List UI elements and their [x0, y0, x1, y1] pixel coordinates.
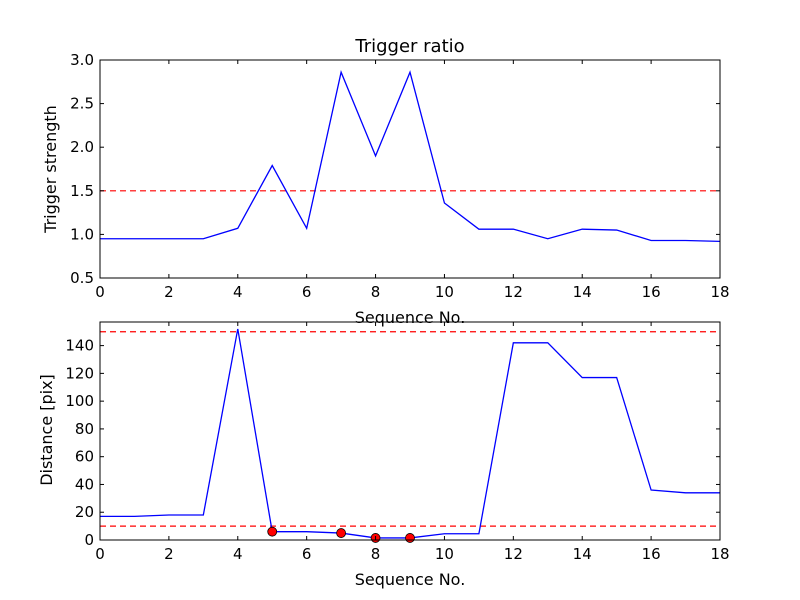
trigger-marker	[267, 526, 278, 537]
x-tick-label: 14	[573, 545, 592, 563]
x-tick-label: 6	[302, 545, 312, 563]
y-tick-label: 1.5	[70, 182, 94, 200]
trigger-ratio-plot-area: 0 2 4 6 8 10 12 14 16 18 0.5 1.0 1.5 2.0 2.5 3.0	[70, 51, 729, 301]
x-axis-label: Sequence No.	[355, 570, 466, 589]
y-tick-label: 20	[75, 503, 94, 521]
x-tick-label: 4	[233, 283, 243, 301]
y-tick-label: 100	[65, 392, 94, 410]
x-tick-label: 8	[371, 283, 381, 301]
x-tick-label: 18	[710, 283, 729, 301]
x-tick-label: 6	[302, 283, 312, 301]
trigger-ratio-chart: Trigger ratio 0 2 4 6 8 10 12 14 16 18 0.5 1.0 1.5 2.…	[41, 36, 730, 327]
y-tick-label: 2.0	[70, 138, 94, 156]
y-tick-label: 40	[75, 475, 94, 493]
x-tick-label: 14	[573, 283, 592, 301]
x-tick-label: 12	[504, 283, 523, 301]
y-tick-label: 60	[75, 448, 94, 466]
x-tick-label: 2	[164, 545, 174, 563]
axes-frame	[99, 321, 721, 541]
x-tick-label: 10	[435, 545, 454, 563]
y-tick-label: 0	[84, 531, 94, 549]
trigger-marker	[336, 528, 347, 538]
y-tick-label: 120	[65, 364, 94, 382]
y-tick-label: 140	[65, 337, 94, 355]
y-tick-label: 80	[75, 420, 94, 438]
x-tick-label: 16	[642, 283, 661, 301]
chart-title: Trigger ratio	[354, 36, 464, 57]
series-line	[100, 70, 720, 243]
x-tick-label: 10	[435, 283, 454, 301]
x-tick-label: 0	[95, 283, 105, 301]
axes-frame	[99, 59, 721, 279]
y-tick-label: 2.5	[70, 95, 94, 113]
y-axis-label: Distance [pix]	[37, 374, 56, 486]
trigger-marker	[405, 533, 415, 543]
x-tick-label: 4	[233, 545, 243, 563]
y-axis-label: Trigger strength	[41, 105, 60, 234]
x-tick-label: 0	[95, 545, 105, 563]
x-tick-label: 2	[164, 283, 174, 301]
x-tick-label: 12	[504, 545, 523, 563]
data-layer	[100, 70, 720, 243]
x-axis-label: Sequence No.	[355, 308, 466, 327]
x-tick-label: 8	[371, 545, 381, 563]
y-tick-label: 1.0	[70, 225, 94, 243]
x-tick-label: 16	[642, 545, 661, 563]
y-tick-label: 3.0	[70, 51, 94, 69]
x-tick-label: 18	[710, 545, 729, 563]
distance-chart: 0 2 4 6 8 10 12 14 16 18 0 20 40 60 80 100 120 140 Sequen…	[37, 321, 730, 589]
y-tick-label: 0.5	[70, 269, 94, 287]
distance-plot-area: 0 2 4 6 8 10 12 14 16 18 0 20 40 60 80 100 120 140	[65, 321, 730, 563]
